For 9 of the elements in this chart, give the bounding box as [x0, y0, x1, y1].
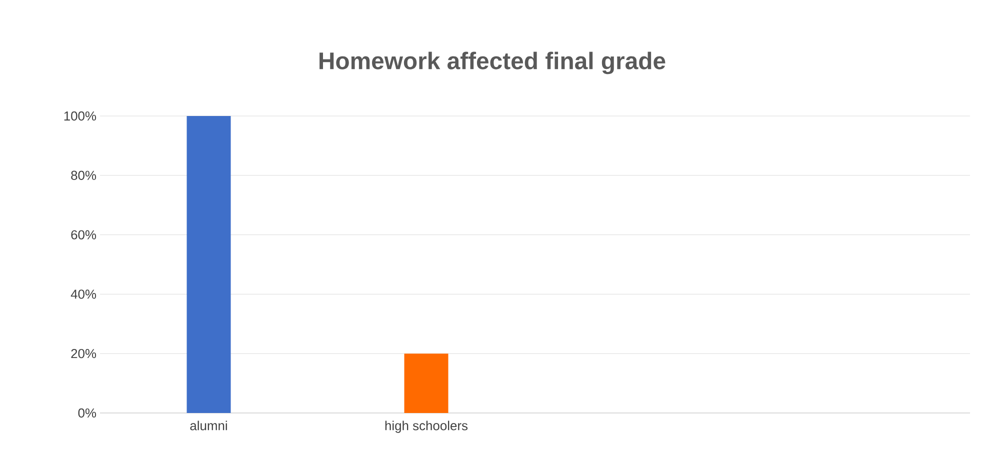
- y-tick-label: 0%: [78, 408, 96, 418]
- y-tick-label: 20%: [71, 348, 96, 358]
- y-tick-label: 80%: [71, 170, 96, 180]
- y-tick-label: 100%: [64, 111, 96, 121]
- chart-title: Homework affected final grade: [320, 52, 666, 74]
- y-tick-label: 60%: [71, 230, 96, 240]
- x-tick-label: high schoolers: [385, 420, 468, 433]
- y-tick-label: 40%: [70, 290, 96, 299]
- x-tick-label: alumni: [190, 420, 227, 430]
